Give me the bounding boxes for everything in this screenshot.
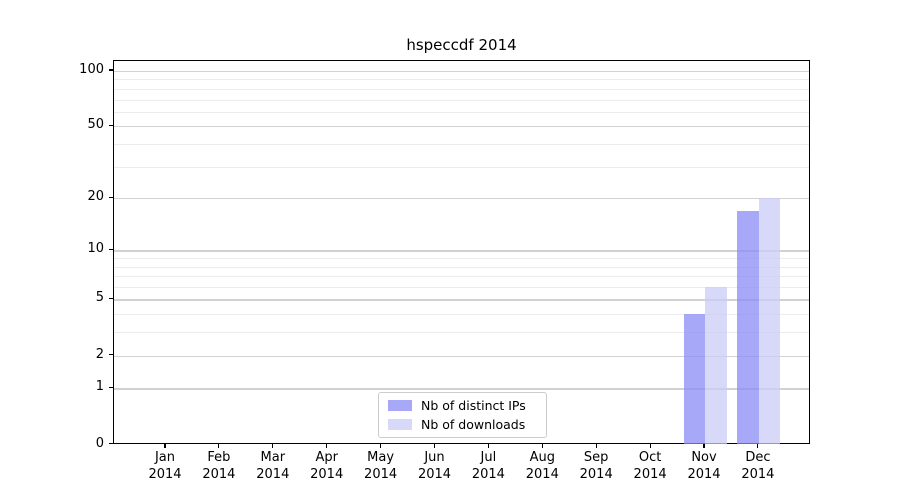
x-tick-mark <box>164 443 166 448</box>
major-gridline <box>114 198 809 200</box>
minor-gridline <box>114 111 809 113</box>
y-tick-label: 20 <box>87 189 104 205</box>
major-gridline <box>114 126 809 128</box>
minor-gridline <box>114 88 809 90</box>
x-tick-label-line: Feb <box>207 450 231 465</box>
x-tick-label-line: Nov <box>691 450 717 465</box>
minor-gridline <box>114 314 809 316</box>
x-tick-mark <box>487 443 489 448</box>
minor-gridline <box>114 276 809 278</box>
x-tick-mark <box>541 443 543 448</box>
major-gridline <box>114 299 809 301</box>
major-gridline <box>114 250 809 252</box>
x-tick-label-line: 2014 <box>256 466 290 482</box>
legend-item: Nb of distinct IPs <box>388 398 537 413</box>
x-tick-label-line: 2014 <box>525 466 559 482</box>
x-tick-label: Sep 2014 <box>569 450 623 483</box>
bar-nov-2014-0 <box>683 314 705 445</box>
major-gridline <box>114 388 809 390</box>
x-tick-mark <box>380 443 382 448</box>
y-tick-label: 1 <box>95 379 104 395</box>
x-tick-label: Nov 2014 <box>677 450 731 483</box>
x-tick-label: Jan 2014 <box>138 450 192 483</box>
x-tick-label: Jul 2014 <box>461 450 515 483</box>
y-tick-label: 100 <box>79 62 104 77</box>
x-tick-mark <box>272 443 274 448</box>
x-tick-mark <box>433 443 436 448</box>
legend-swatch <box>388 419 412 430</box>
y-tick-label: 50 <box>87 117 104 133</box>
chart-title: hspeccdf 2014 <box>406 36 517 54</box>
legend: Nb of distinct IPs Nb of downloads <box>378 392 547 438</box>
x-tick-label-line: 2014 <box>202 466 236 482</box>
minor-gridline <box>114 166 809 168</box>
minor-gridline <box>114 266 809 268</box>
x-tick-label-line: Oct <box>638 450 662 465</box>
plot-area <box>113 60 810 445</box>
y-tick-label: 10 <box>87 241 104 257</box>
major-gridline <box>114 71 809 73</box>
x-tick-label-line: 2014 <box>148 466 182 482</box>
x-tick-label-line: Dec <box>745 450 771 465</box>
x-tick-label-line: Jul <box>480 450 497 465</box>
x-tick-label: Dec 2014 <box>731 450 785 483</box>
x-tick-mark <box>649 443 651 448</box>
legend-swatch <box>388 400 412 411</box>
x-tick-label-line: 2014 <box>471 466 505 482</box>
x-tick-label-line: 2014 <box>364 466 398 482</box>
bar-nov-2014-1 <box>705 287 727 445</box>
x-tick-label-line: 2014 <box>310 466 344 482</box>
x-tick-label: May 2014 <box>354 450 408 483</box>
minor-gridline <box>114 332 809 334</box>
x-tick-label-line: Mar <box>260 450 286 465</box>
x-tick-label-line: Apr <box>315 450 338 465</box>
minor-gridline <box>114 79 809 81</box>
x-tick-label-line: 2014 <box>741 466 775 482</box>
x-tick-mark <box>326 443 328 448</box>
x-tick-label: Jun 2014 <box>408 450 462 483</box>
x-tick-label-line: May <box>367 450 395 465</box>
bar-dec-2014-0 <box>737 210 759 445</box>
x-tick-label: Mar 2014 <box>246 450 300 483</box>
x-tick-label: Oct 2014 <box>623 450 677 483</box>
x-tick-mark <box>595 443 597 448</box>
y-tick-label: 2 <box>95 346 104 362</box>
y-tick-label: 5 <box>95 290 104 306</box>
minor-gridline <box>114 99 809 101</box>
x-tick-label-line: 2014 <box>633 466 667 482</box>
y-tick-label: 0 <box>95 435 104 451</box>
x-tick-label-line: 2014 <box>687 466 721 482</box>
legend-label: Nb of downloads <box>421 417 526 432</box>
bar-dec-2014-1 <box>758 198 781 445</box>
major-gridline <box>114 355 809 357</box>
x-tick-label-line: Jun <box>424 450 445 465</box>
x-tick-label-line: Jan <box>154 450 176 465</box>
x-tick-label: Feb 2014 <box>192 450 246 483</box>
x-tick-label-line: Sep <box>583 450 609 465</box>
minor-gridline <box>114 143 809 145</box>
x-tick-mark <box>218 443 220 448</box>
legend-item: Nb of downloads <box>388 417 537 432</box>
legend-label: Nb of distinct IPs <box>421 398 526 413</box>
minor-gridline <box>114 258 809 260</box>
x-tick-label: Aug 2014 <box>515 450 569 483</box>
x-tick-label: Apr 2014 <box>300 450 354 483</box>
x-tick-label-line: Aug <box>529 450 555 465</box>
x-tick-label-line: 2014 <box>579 466 613 482</box>
minor-gridline <box>114 287 809 289</box>
x-tick-label-line: 2014 <box>417 466 452 482</box>
